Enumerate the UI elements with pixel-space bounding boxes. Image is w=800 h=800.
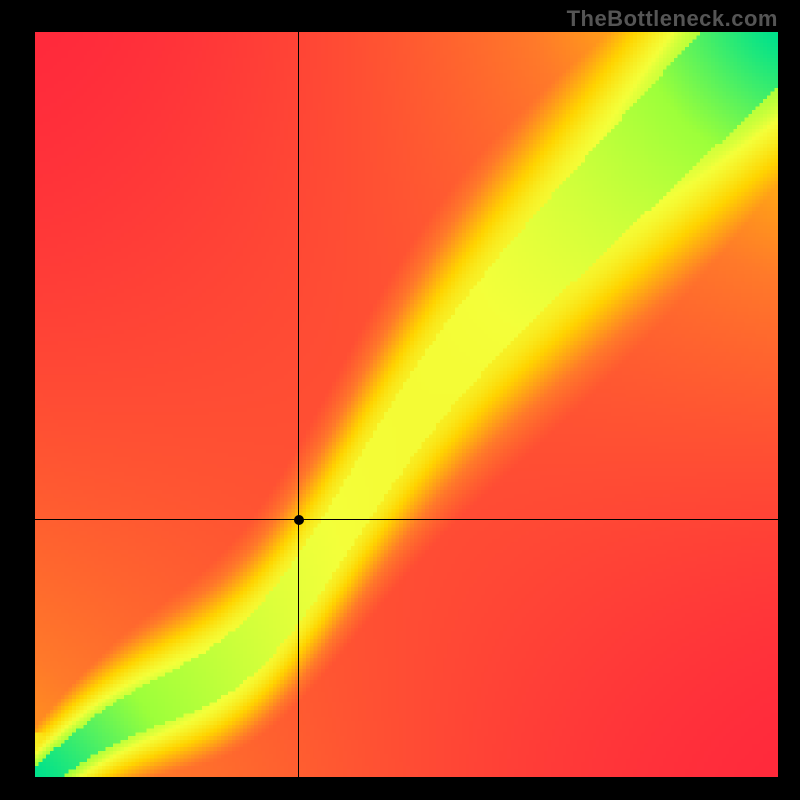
crosshair-horizontal: [35, 519, 778, 520]
crosshair-marker: [294, 515, 304, 525]
stage: TheBottleneck.com: [0, 0, 800, 800]
crosshair-vertical: [298, 32, 299, 777]
bottleneck-heatmap: [35, 32, 778, 777]
watermark-text: TheBottleneck.com: [567, 6, 778, 32]
